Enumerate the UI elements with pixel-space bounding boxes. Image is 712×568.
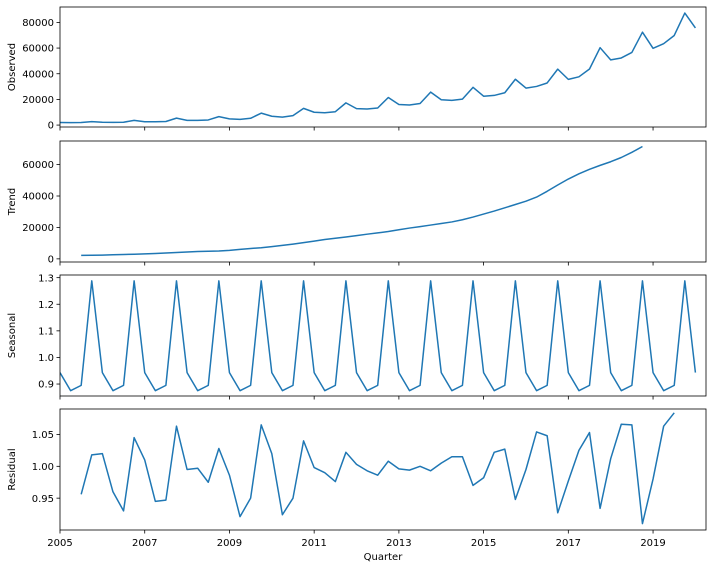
trend-series-line [81,145,643,257]
seasonal-ylabel: Seasonal [7,313,18,358]
trend-ytick-label: 60000 [22,160,54,171]
seasonal-ytick-label: 1.2 [38,300,54,311]
xtick-label: 2009 [217,538,242,549]
residual-ytick-label: 1.00 [32,462,54,473]
x-axis: 2005 2007 2009 2011 2013 2015 2017 2019 [47,538,666,549]
observed-ytick-label: 60000 [22,44,54,55]
seasonal-axes-frame [59,274,707,397]
observed-ytick-label: 0 [48,121,54,132]
panel-seasonal: 0.9 1.0 1.1 1.2 1.3 Seasonal [7,273,707,400]
observed-ylabel: Observed [7,43,18,91]
residual-series-line [80,412,675,525]
xtick-label: 2017 [556,538,581,549]
panels: 0 20000 40000 60000 80000 Observed 0 20000 40000… [7,6,707,534]
observed-ytick-label: 80000 [22,18,54,29]
seasonal-series-line [60,280,697,392]
xtick-label: 2013 [386,538,411,549]
xtick-label: 2019 [640,538,665,549]
observed-axes-frame [59,6,707,128]
panel-trend: 0 20000 40000 60000 Trend [7,140,707,266]
xtick-label: 2011 [301,538,326,549]
trend-axes-frame [59,140,707,263]
seasonal-ytick-label: 1.0 [38,353,54,364]
observed-ytick-label: 40000 [22,69,54,80]
residual-ylabel: Residual [7,448,18,490]
x-axis-label: Quarter [364,552,404,563]
seasonal-ytick-label: 1.3 [38,273,54,284]
xtick-label: 2005 [47,538,72,549]
trend-ytick-label: 20000 [22,223,54,234]
observed-ytick-label: 20000 [22,95,54,106]
seasonal-ytick-label: 1.1 [38,326,54,337]
xtick-label: 2007 [132,538,157,549]
xtick-label: 2015 [471,538,496,549]
trend-ytick-label: 40000 [22,192,54,203]
residual-ytick-label: 0.95 [32,494,54,505]
trend-ylabel: Trend [7,188,18,216]
panel-observed: 0 20000 40000 60000 80000 Observed [7,6,707,132]
residual-ytick-label: 1.05 [32,430,54,441]
residual-axes-frame [59,408,707,531]
observed-series-line [60,12,697,124]
panel-residual: 0.95 1.00 1.05 Residual [7,408,707,534]
trend-ytick-label: 0 [48,254,54,265]
seasonal-ytick-label: 0.9 [38,380,54,391]
